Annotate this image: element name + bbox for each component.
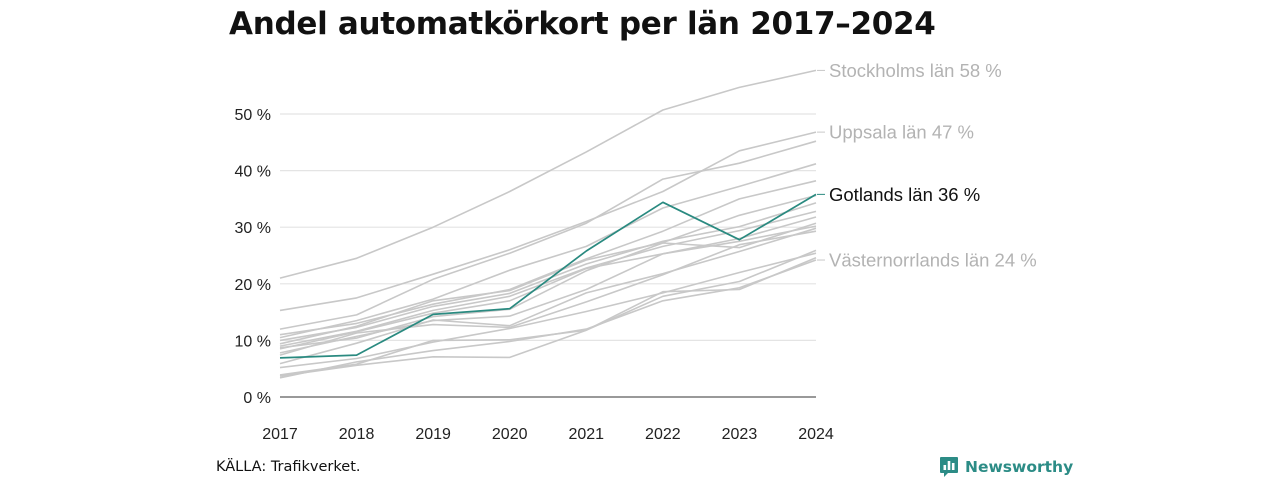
series-line [279, 140, 817, 330]
series-line [279, 163, 817, 339]
series-label: Uppsala län 47 % [829, 122, 974, 143]
series-line [279, 225, 817, 354]
series-label: Västernorrlands län 24 % [829, 250, 1037, 271]
series-label: Gotlands län 36 % [829, 184, 980, 205]
gridlines [280, 113, 816, 398]
y-tick-label: 10 % [235, 333, 271, 350]
x-tick-label: 2024 [798, 426, 834, 443]
series-line [279, 249, 817, 377]
x-axis-ticks: 2017 2018 2019 2020 2021 2022 2023 2024 [262, 426, 834, 443]
series-line [279, 216, 817, 350]
x-tick-label: 2022 [645, 426, 681, 443]
x-tick-label: 2017 [262, 426, 298, 443]
y-tick-label: 30 % [235, 220, 271, 237]
series-line [279, 131, 817, 312]
y-tick-label: 40 % [235, 164, 271, 181]
x-tick-label: 2020 [492, 426, 528, 443]
series-line [279, 202, 817, 342]
series-line [279, 180, 817, 336]
y-tick-label: 0 % [243, 390, 271, 407]
y-tick-label: 50 % [235, 107, 271, 124]
brand-name: Newsworthy [965, 458, 1074, 476]
series-line [279, 69, 817, 279]
brand-logo: Newsworthy [939, 456, 1073, 478]
series-label: Stockholms län 58 % [829, 60, 1002, 81]
x-tick-label: 2021 [568, 426, 604, 443]
series-line [279, 252, 817, 369]
y-tick-label: 20 % [235, 277, 271, 294]
bar-chart-icon [940, 457, 958, 477]
series-line [279, 257, 817, 376]
x-tick-label: 2023 [722, 426, 758, 443]
highlighted-series [279, 193, 817, 359]
background-series [279, 69, 817, 379]
series-line [279, 230, 817, 356]
y-axis-ticks: 0 % 10 % 20 % 30 % 40 % 50 % [235, 107, 271, 407]
series-labels: Stockholms län 58 % Uppsala län 47 % Gotla… [817, 60, 1037, 271]
x-tick-label: 2019 [415, 426, 451, 443]
series-line-highlight [279, 193, 817, 359]
x-tick-label: 2018 [339, 426, 375, 443]
series-line [279, 194, 817, 345]
series-line [279, 227, 817, 365]
chart-title: Andel automatkörkort per län 2017–2024 [229, 6, 936, 42]
source-note: KÄLLA: Trafikverket. [216, 459, 361, 475]
